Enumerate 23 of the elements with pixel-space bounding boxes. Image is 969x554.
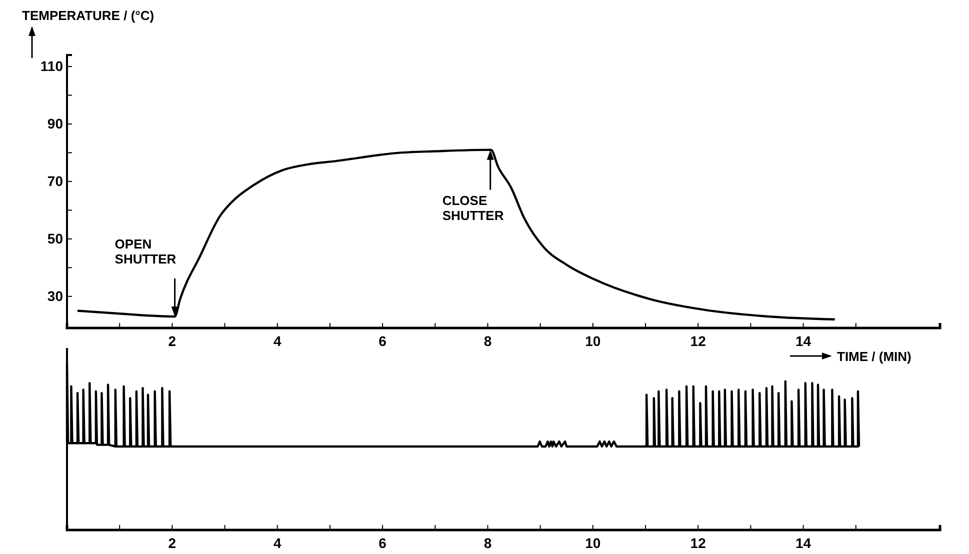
annotation: OPEN SHUTTER — [114, 236, 177, 267]
x-tick-label: 6 — [378, 534, 387, 551]
x-tick-label: 10 — [585, 534, 601, 551]
x-tick-label: 8 — [484, 332, 492, 349]
y-axis-title: TEMPERATURE / (°C) — [22, 8, 154, 23]
x-tick-label: 10 — [585, 332, 601, 349]
x-tick-label: 4 — [273, 332, 282, 349]
x-tick-label: 2 — [168, 534, 176, 551]
y-tick-label: 70 — [47, 172, 64, 189]
x-tick-label: 14 — [795, 534, 812, 551]
x-tick-label: 14 — [795, 332, 812, 349]
x-tick-label: 4 — [273, 534, 282, 551]
x-axis-title: TIME / (MIN) — [837, 349, 912, 364]
x-tick-label: 2 — [168, 332, 176, 349]
y-tick-label: 110 — [40, 58, 64, 74]
x-tick-label: 6 — [378, 332, 387, 349]
y-tick-label: 30 — [47, 288, 64, 304]
y-tick-label: 50 — [47, 230, 64, 246]
x-tick-label: 8 — [484, 534, 492, 551]
x-tick-label: 12 — [690, 332, 706, 349]
y-tick-label: 90 — [47, 115, 64, 132]
annotation: CLOSE SHUTTER — [442, 192, 504, 223]
x-tick-label: 12 — [690, 534, 706, 551]
